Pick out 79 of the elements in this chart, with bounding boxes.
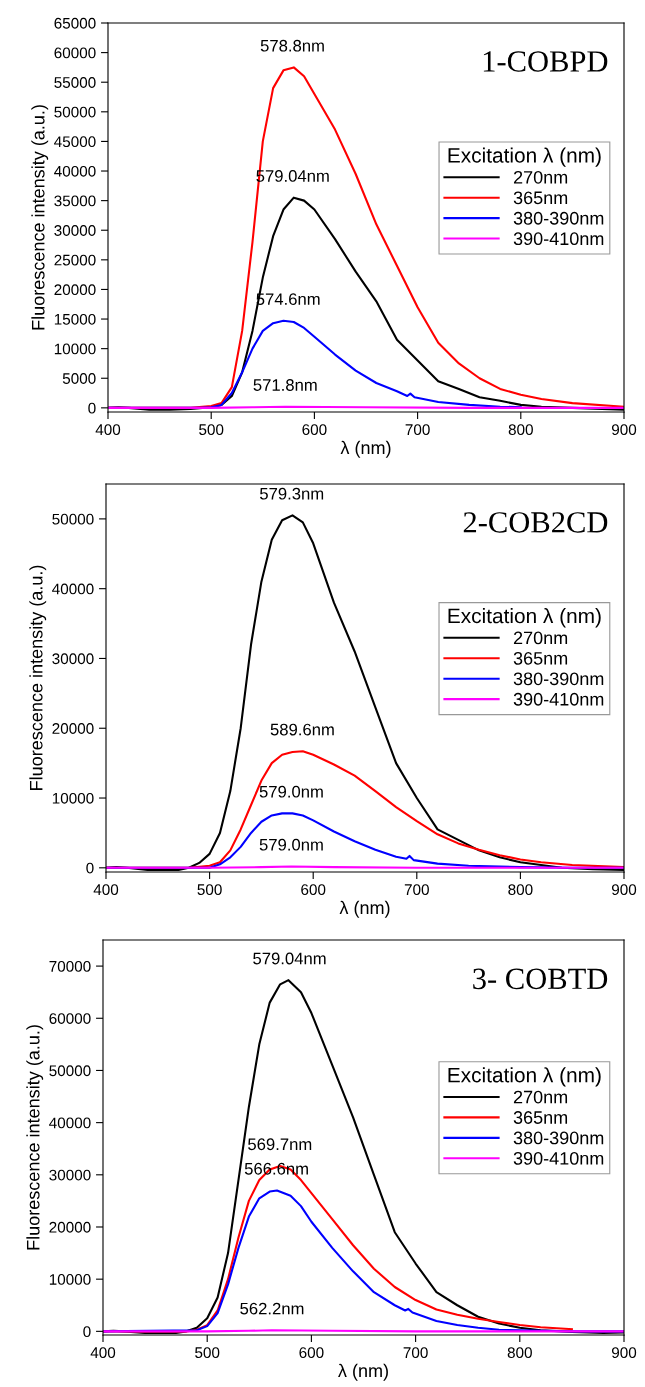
x-axis-title: λ (nm): [340, 440, 391, 458]
y-tick-label: 60000: [49, 1013, 91, 1024]
annotation: 569.7nm: [248, 1138, 312, 1151]
y-tick-label: 25000: [54, 254, 96, 266]
y-tick-label: 0: [83, 1326, 91, 1338]
x-tick-label: 900: [611, 1347, 637, 1359]
x-tick-label: 500: [195, 1347, 220, 1359]
x-axis-title: λ (nm): [338, 1363, 388, 1381]
annotation: 571.8nm: [253, 379, 317, 391]
y-tick-label: 10000: [49, 1274, 91, 1285]
y-tick-label: 65000: [54, 17, 96, 29]
legend-title: Excitation λ (nm): [448, 608, 601, 628]
x-tick-label: 700: [405, 424, 430, 436]
x-tick-label: 600: [299, 1347, 324, 1359]
legend-label: 380-390nm: [513, 211, 604, 225]
x-tick-label: 800: [508, 424, 533, 436]
y-tick-label: 0: [88, 402, 96, 414]
y-tick-label: 20000: [49, 1221, 91, 1233]
annotation: 562.2nm: [240, 1302, 304, 1315]
legend-label: 270nm: [513, 1090, 568, 1104]
x-tick-label: 700: [403, 1347, 428, 1359]
x-tick-label: 400: [93, 884, 119, 896]
y-tick-label: 40000: [49, 1117, 91, 1129]
y-tick-label: 70000: [49, 960, 91, 972]
text: 3- COBTD: [473, 968, 608, 990]
y-tick-label: 0: [86, 862, 94, 874]
legend-label: 390-410nm: [513, 1151, 604, 1165]
legend-label: 380-390nm: [513, 672, 604, 686]
legend-label: 380-390nm: [513, 1131, 604, 1145]
legend-title: Excitation λ (nm): [448, 147, 601, 167]
y-tick-label: 40000: [54, 165, 96, 177]
y-axis-title: Fluorescence intensity (a.u.): [26, 1025, 44, 1250]
legend-label: 390-410nm: [513, 232, 604, 246]
x-tick-label: 900: [611, 424, 637, 436]
y-tick-label: 5000: [62, 373, 96, 384]
x-tick-label: 500: [197, 884, 222, 896]
x-tick-label: 900: [611, 884, 637, 896]
legend-label: 270nm: [513, 631, 568, 645]
y-axis-title: Fluorescence intensity (a.u.): [31, 105, 49, 330]
legend-label: 365nm: [513, 191, 568, 205]
y-tick-label: 30000: [52, 653, 94, 665]
legend-label: 365nm: [513, 651, 568, 665]
y-tick-label: 35000: [54, 195, 96, 207]
annotation: 579.3nm: [259, 487, 324, 500]
y-tick-label: 30000: [54, 225, 96, 236]
y-tick-label: 10000: [52, 792, 94, 804]
annotation: 579.04nm: [253, 952, 326, 965]
annotation: 578.8nm: [260, 39, 324, 52]
x-tick-label: 700: [404, 884, 429, 896]
y-tick-label: 15000: [54, 313, 96, 325]
y-tick-label: 50000: [49, 1065, 91, 1077]
annotation: 579.0nm: [259, 785, 323, 798]
x-tick-label: 400: [90, 1347, 116, 1359]
y-tick-label: 60000: [54, 47, 96, 59]
text: 1-COBPD: [483, 51, 608, 72]
y-tick-label: 30000: [49, 1169, 91, 1181]
y-tick-label: 50000: [52, 513, 94, 525]
legend-label: 270nm: [513, 170, 568, 184]
y-tick-label: 10000: [54, 343, 96, 355]
x-tick-label: 800: [508, 884, 533, 896]
y-tick-label: 40000: [52, 583, 94, 595]
x-tick-label: 600: [302, 424, 327, 436]
annotation: 589.6nm: [270, 723, 334, 736]
y-tick-label: 50000: [54, 106, 96, 118]
x-tick-label: 400: [95, 424, 121, 436]
x-tick-label: 500: [199, 424, 224, 436]
x-axis-title: λ (nm): [339, 900, 390, 918]
legend-title: Excitation λ (nm): [448, 1067, 601, 1087]
x-tick-label: 600: [301, 884, 326, 896]
y-tick-label: 45000: [54, 136, 96, 148]
legend-label: 390-410nm: [513, 692, 604, 706]
x-tick-label: 800: [507, 1347, 532, 1359]
y-tick-label: 55000: [54, 77, 96, 88]
y-axis-title: Fluorescence intensity (a.u.): [29, 565, 47, 790]
y-tick-label: 20000: [52, 723, 94, 734]
text: 2-COB2CD: [463, 512, 608, 533]
legend-label: 365nm: [513, 1111, 568, 1124]
annotation: 579.0nm: [259, 838, 323, 851]
y-tick-label: 20000: [54, 284, 96, 296]
